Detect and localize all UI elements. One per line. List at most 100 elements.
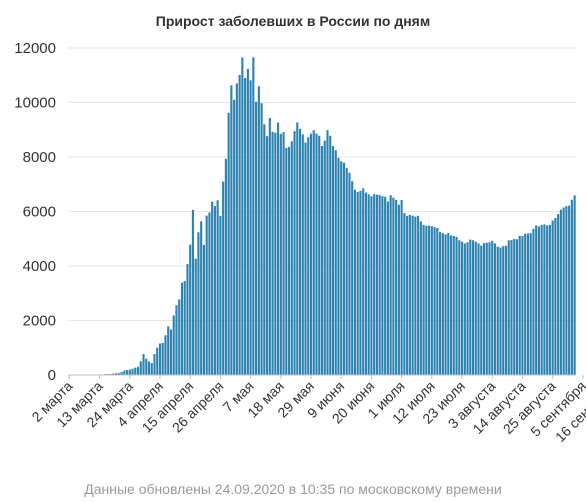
bar [485, 242, 488, 375]
bar [345, 167, 348, 375]
bar [480, 245, 483, 375]
bar [282, 132, 285, 375]
y-tick-label: 0 [48, 367, 56, 384]
bar [191, 209, 195, 375]
bar [255, 101, 258, 376]
bar [233, 99, 236, 375]
bar [175, 305, 178, 375]
bar [230, 85, 233, 375]
bar [540, 224, 543, 375]
bar [460, 241, 464, 375]
bar [161, 342, 164, 375]
bar [285, 147, 288, 375]
bar [510, 240, 513, 375]
bar [279, 133, 282, 375]
bar [271, 131, 274, 375]
bar [172, 315, 175, 375]
bar [548, 224, 551, 375]
bar [249, 80, 252, 376]
bar [180, 282, 184, 375]
bar [298, 128, 302, 375]
bar [537, 226, 540, 375]
bar [559, 209, 562, 375]
bar [504, 245, 508, 375]
bar [257, 86, 260, 375]
bar [546, 225, 549, 375]
bar [381, 196, 384, 375]
y-tick-label: 8000 [23, 149, 56, 166]
bar [158, 343, 162, 375]
bar [301, 134, 304, 375]
bars [73, 57, 576, 376]
bar [136, 366, 140, 375]
bar [260, 103, 263, 376]
bar [471, 240, 475, 375]
bar [507, 240, 510, 375]
bar [216, 200, 219, 375]
bar [403, 213, 406, 375]
bar [315, 133, 318, 375]
bar [515, 239, 519, 375]
bar [551, 220, 554, 375]
bar [488, 242, 491, 375]
bar [304, 142, 307, 375]
bar [392, 197, 395, 375]
bar [128, 369, 131, 375]
bar [219, 215, 222, 375]
bar [378, 194, 381, 375]
bar [208, 212, 211, 375]
bar [134, 367, 137, 375]
bar [120, 371, 123, 375]
bar [384, 196, 387, 375]
bar [496, 246, 499, 375]
bar [290, 141, 293, 375]
y-tick-label: 4000 [23, 258, 56, 275]
bar [466, 242, 469, 375]
bar [169, 329, 173, 375]
bar [164, 335, 167, 375]
bar [406, 215, 409, 375]
bar [224, 158, 227, 375]
bar [419, 221, 422, 375]
bar [535, 225, 538, 375]
bar [331, 145, 335, 375]
bar [447, 232, 450, 375]
bar [342, 162, 346, 375]
bar [373, 194, 376, 375]
bar [156, 347, 159, 375]
bar [153, 354, 156, 375]
bar [276, 122, 280, 375]
bar [367, 194, 370, 375]
bar [202, 244, 205, 375]
y-tick-label: 12000 [14, 40, 56, 57]
bar [452, 235, 455, 375]
bar [227, 112, 230, 376]
bar [263, 124, 266, 375]
bar [397, 204, 400, 375]
bar [463, 243, 466, 375]
bar [167, 326, 170, 375]
bar [444, 234, 447, 375]
y-tick-label: 10000 [14, 95, 56, 112]
bar [109, 373, 112, 375]
bar [312, 130, 315, 375]
bar [562, 207, 565, 375]
bar [414, 216, 417, 375]
bar [469, 239, 472, 375]
bar [117, 373, 120, 375]
bar [359, 190, 362, 375]
bar [205, 215, 208, 375]
bar [266, 136, 269, 375]
bar [112, 373, 115, 375]
bar [252, 57, 255, 376]
chart-title: Прирост заболевших в России по дням [156, 13, 430, 29]
bar [557, 214, 560, 375]
bar [186, 264, 189, 375]
bar [235, 83, 238, 375]
bar [189, 244, 192, 375]
bar [518, 235, 521, 375]
bar [114, 373, 118, 375]
bar [430, 226, 433, 375]
bar [348, 172, 351, 375]
